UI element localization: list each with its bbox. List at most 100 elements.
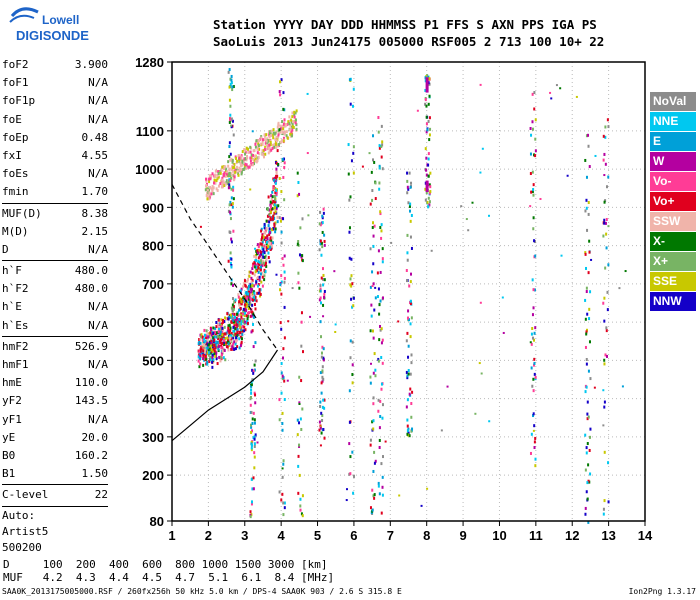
- echo-point: [530, 366, 533, 370]
- echo-point: [275, 189, 278, 193]
- echo-point: [320, 301, 323, 305]
- echo-point: [372, 402, 375, 406]
- echo-point: [379, 324, 382, 328]
- param-row: yF2 143.5: [2, 392, 108, 410]
- echo-point: [369, 443, 372, 447]
- echo-point: [253, 442, 256, 446]
- echo-point: [272, 131, 275, 135]
- echo-point: [260, 264, 263, 268]
- y-tick-label: 500: [142, 353, 164, 368]
- echo-point: [350, 274, 353, 278]
- echo-point: [370, 303, 373, 307]
- echo-point: [479, 171, 482, 174]
- echo-point: [282, 122, 285, 126]
- echo-point: [213, 337, 216, 341]
- separator: [2, 260, 108, 262]
- param-value: N/A: [88, 76, 108, 90]
- echo-point: [351, 104, 354, 108]
- echo-point: [322, 377, 325, 381]
- echo-point: [531, 278, 534, 282]
- echo-point: [241, 332, 244, 336]
- echo-point: [276, 220, 279, 224]
- echo-point: [235, 336, 238, 340]
- echo-point: [251, 291, 254, 295]
- echo-point: [406, 374, 409, 378]
- echo-point: [602, 424, 605, 427]
- echo-point: [255, 159, 258, 163]
- echo-point: [408, 392, 411, 396]
- echo-point: [206, 197, 209, 201]
- echo-point: [241, 159, 244, 163]
- echo-point: [348, 472, 351, 476]
- echo-point: [369, 202, 372, 206]
- echo-point: [425, 180, 429, 193]
- echo-point: [249, 287, 252, 291]
- echo-point: [587, 201, 590, 205]
- echo-point: [240, 157, 243, 161]
- echo-point: [220, 325, 223, 329]
- echo-point: [322, 356, 325, 360]
- echo-point: [208, 191, 211, 195]
- echo-point: [216, 334, 219, 338]
- profile-curve: [171, 349, 278, 442]
- echo-point: [215, 169, 218, 173]
- echo-point: [280, 498, 283, 502]
- echo-point: [280, 361, 283, 365]
- echo-point: [373, 308, 376, 312]
- echo-point: [210, 328, 213, 332]
- echo-point: [268, 231, 271, 235]
- echo-point: [279, 130, 282, 134]
- echo-point: [237, 153, 240, 157]
- echo-point: [257, 284, 260, 288]
- echo-point: [372, 427, 375, 431]
- echo-point: [215, 325, 218, 329]
- echo-point: [254, 298, 257, 302]
- param-row: B1 1.50: [2, 465, 108, 483]
- echo-point: [202, 347, 205, 351]
- echo-point: [234, 347, 237, 351]
- echo-point: [250, 431, 253, 435]
- echo-point: [409, 299, 412, 303]
- echo-point: [300, 320, 303, 324]
- echo-point: [246, 320, 249, 324]
- virtual-height-curve: [171, 184, 278, 351]
- echo-point: [212, 331, 215, 335]
- echo-point: [219, 340, 222, 344]
- echo-point: [255, 280, 258, 284]
- param-row: fxI 4.55: [2, 147, 108, 165]
- echo-point: [241, 329, 244, 333]
- echo-point: [531, 313, 534, 317]
- echo-point: [531, 327, 534, 331]
- param-value: N/A: [88, 112, 108, 126]
- echo-point: [624, 270, 627, 273]
- echo-point: [602, 512, 605, 516]
- echo-point: [245, 305, 248, 309]
- echo-point: [282, 347, 285, 351]
- echo-point: [229, 251, 232, 255]
- echo-point: [384, 440, 387, 443]
- echo-point: [381, 475, 384, 479]
- echo-point: [221, 329, 224, 333]
- echo-point: [532, 216, 535, 220]
- echo-point: [361, 165, 364, 168]
- echo-point: [230, 187, 233, 191]
- echo-point: [236, 331, 239, 335]
- echo-point: [378, 303, 381, 307]
- echo-point: [588, 435, 591, 439]
- echo-point: [381, 257, 384, 261]
- echo-point: [604, 266, 607, 270]
- echo-point: [238, 156, 241, 160]
- echo-point: [378, 492, 381, 496]
- echo-point: [233, 166, 236, 170]
- echo-point: [251, 487, 254, 491]
- echo-point: [237, 173, 240, 177]
- echo-point: [205, 346, 208, 350]
- echo-point: [253, 391, 256, 395]
- echo-point: [199, 353, 202, 357]
- echo-point: [272, 128, 275, 132]
- echo-point: [269, 246, 272, 250]
- echo-point: [409, 280, 412, 284]
- file-info-footer: SAA0K_2013175005000.RSF / 260fx256h 50 k…: [2, 587, 402, 596]
- echo-point: [203, 328, 206, 332]
- echo-point: [345, 488, 348, 491]
